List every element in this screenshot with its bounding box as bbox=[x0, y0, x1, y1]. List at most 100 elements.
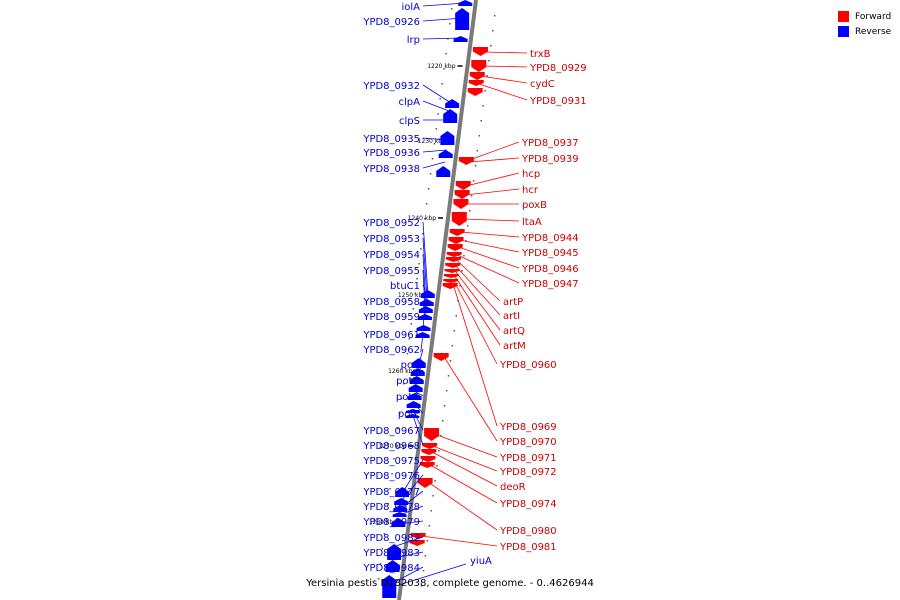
scale-dot bbox=[468, 210, 471, 212]
reverse-gene-arrow bbox=[385, 560, 400, 572]
leader-line bbox=[454, 275, 501, 346]
reverse-gene-label: YPD8_0975 bbox=[362, 456, 420, 467]
forward-gene-arrow bbox=[448, 237, 464, 244]
scale-dot bbox=[408, 338, 411, 340]
forward-gene-label: YPD8_0929 bbox=[529, 63, 587, 74]
leader-line bbox=[459, 239, 520, 253]
reverse-gene-arrow bbox=[409, 376, 424, 384]
forward-gene-arrow bbox=[447, 244, 463, 251]
leader-line bbox=[481, 65, 528, 68]
scale-dot bbox=[426, 540, 429, 542]
forward-gene-label: YPD8_0937 bbox=[521, 138, 579, 149]
scale-dot bbox=[467, 225, 469, 227]
scale-dot bbox=[445, 53, 447, 55]
leader-line bbox=[422, 315, 425, 329]
reverse-gene-arrow bbox=[393, 505, 408, 512]
scale-dot bbox=[400, 398, 403, 400]
forward-gene-label: YPD8_0939 bbox=[521, 154, 579, 165]
reverse-gene-label: YPD8_0958 bbox=[362, 297, 420, 308]
leader-line bbox=[466, 172, 520, 187]
leader-line bbox=[434, 433, 498, 458]
scale-dot bbox=[484, 90, 486, 92]
scale-dot bbox=[389, 488, 391, 490]
scale-dot bbox=[488, 60, 490, 62]
scale-dot bbox=[453, 330, 456, 332]
scale-dot bbox=[443, 68, 445, 70]
leader-line bbox=[469, 141, 520, 161]
tick-label: 1270 kbp bbox=[378, 443, 406, 450]
leader-line bbox=[422, 161, 446, 169]
scale-dot bbox=[482, 105, 484, 107]
reverse-gene-label: potG bbox=[396, 392, 420, 403]
scale-dot bbox=[398, 413, 401, 415]
leader-line bbox=[443, 356, 498, 442]
scale-dot bbox=[391, 473, 393, 475]
leader-line bbox=[422, 37, 462, 40]
scale-dot bbox=[445, 390, 448, 392]
reverse-gene-label: YPD8_0978 bbox=[362, 502, 420, 513]
reverse-swatch bbox=[838, 26, 849, 37]
forward-swatch bbox=[838, 11, 849, 22]
forward-gene-label: YPD8_0971 bbox=[499, 453, 557, 464]
forward-gene-arrow bbox=[449, 229, 465, 236]
reverse-gene-label: YPD8_0984 bbox=[362, 563, 420, 574]
leader-line bbox=[458, 246, 520, 269]
reverse-gene-arrow bbox=[408, 384, 423, 392]
scale-dot bbox=[430, 510, 432, 512]
scale-dot bbox=[451, 345, 454, 347]
leader-line bbox=[400, 490, 424, 509]
reverse-gene-arrow bbox=[395, 487, 410, 497]
scale-dot bbox=[383, 533, 386, 535]
forward-gene-arrow bbox=[472, 47, 488, 56]
scale-dot bbox=[404, 368, 407, 370]
reverse-gene-label: potH bbox=[396, 376, 420, 387]
reverse-gene-label: YPD8_0954 bbox=[362, 250, 420, 261]
tick-label: 1260 kbp bbox=[388, 368, 416, 375]
leader-line bbox=[453, 284, 498, 427]
scale-dot bbox=[414, 293, 416, 295]
forward-gene-label: YPD8_0944 bbox=[521, 233, 579, 244]
reverse-gene-arrow bbox=[405, 409, 420, 413]
reverse-gene-label: YPD8_0952 bbox=[362, 218, 420, 229]
reverse-gene-arrow bbox=[406, 401, 421, 408]
scale-dot bbox=[416, 278, 418, 280]
forward-gene-label: deoR bbox=[500, 482, 526, 493]
legend: Forward Reverse bbox=[838, 9, 896, 39]
legend-label-forward: Forward bbox=[855, 11, 892, 22]
leader-line bbox=[422, 269, 426, 318]
scale-dot bbox=[427, 188, 430, 190]
reverse-gene-arrow bbox=[387, 544, 402, 560]
leader-line bbox=[480, 75, 528, 84]
forward-gene-arrow bbox=[420, 456, 436, 462]
leader-line bbox=[461, 218, 520, 222]
reverse-gene-label: YPD8_0961 bbox=[362, 330, 420, 341]
leader-line bbox=[402, 459, 424, 493]
scale-dot bbox=[447, 38, 449, 40]
scale-dot bbox=[486, 75, 488, 77]
scale-dot bbox=[418, 263, 420, 265]
leader-line bbox=[415, 391, 424, 397]
scale-dot bbox=[440, 435, 442, 437]
leader-line bbox=[419, 348, 424, 363]
scale-dot bbox=[420, 248, 422, 250]
reverse-gene-arrow bbox=[443, 109, 458, 123]
scale-dot bbox=[434, 480, 436, 482]
forward-gene-label: trxB bbox=[530, 49, 551, 60]
forward-gene-arrow bbox=[469, 72, 485, 80]
leader-line bbox=[464, 188, 520, 196]
forward-gene-arrow bbox=[446, 252, 462, 257]
forward-gene-arrow bbox=[417, 478, 433, 488]
leader-line bbox=[427, 481, 498, 531]
scale-dot bbox=[478, 135, 481, 137]
scale-dot bbox=[377, 578, 380, 580]
reverse-gene-label: YPD8_0935 bbox=[362, 134, 420, 145]
leader-line bbox=[412, 414, 424, 446]
scale-dot bbox=[420, 585, 423, 587]
leader-line bbox=[421, 535, 498, 547]
forward-gene-label: poxB bbox=[522, 200, 547, 211]
forward-gene-label: hcr bbox=[522, 185, 539, 196]
forward-gene-arrow bbox=[454, 190, 470, 199]
scale-dot bbox=[412, 308, 414, 310]
scale-dot bbox=[395, 443, 397, 445]
